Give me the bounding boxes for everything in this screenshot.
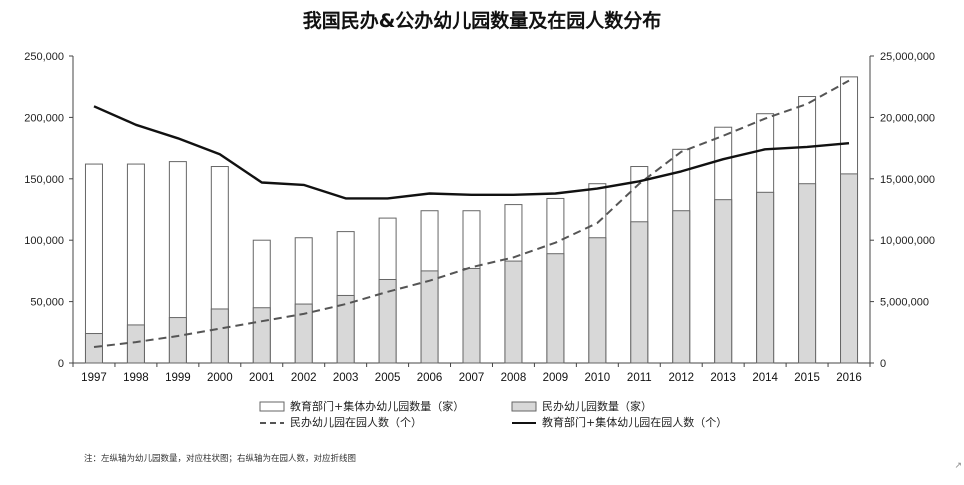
legend: 教育部门+集体办幼儿园数量（家） 民办幼儿园数量（家） 民办幼儿园在园人数（个） 教育…	[259, 399, 727, 429]
lines-layer	[93, 79, 850, 348]
legend-label: 教育部门+集体办幼儿园数量（家）	[290, 399, 464, 413]
x-tick-label: 2014	[752, 372, 778, 384]
private-kindergarten-bar	[336, 294, 355, 364]
left-tick-label: 250,000	[24, 51, 64, 63]
private-kindergarten-bar	[294, 303, 313, 364]
x-tick-label: 2013	[710, 372, 736, 384]
private-kindergarten-bar	[420, 270, 439, 364]
x-tick-label: 1998	[123, 372, 149, 384]
private-kindergarten-bar	[714, 199, 733, 364]
x-tick-label: 2001	[249, 372, 275, 384]
right-tick-label: 15,000,000	[880, 174, 935, 186]
x-tick-label: 2011	[627, 372, 652, 384]
public-enrollment-line	[93, 105, 850, 200]
right-tick-label: 25,000,000	[880, 51, 935, 63]
x-tick-label: 2003	[333, 372, 359, 384]
private-kindergarten-bar	[84, 333, 103, 364]
private-kindergarten-bar	[756, 191, 775, 364]
x-tick-label: 2010	[585, 372, 611, 384]
left-tick-label: 200,000	[24, 112, 64, 124]
private-kindergarten-bar	[378, 278, 397, 364]
private-kindergarten-bar	[504, 260, 523, 364]
x-tick-label: 2005	[375, 372, 401, 384]
left-tick-label: 150,000	[24, 174, 64, 186]
x-tick-label: 1999	[165, 372, 191, 384]
private-kindergarten-bar	[672, 210, 691, 364]
private-kindergarten-bar	[252, 307, 271, 364]
tick-labels-layer: 0 50,000 100,000 150,000 200,000 250,000 0 5,00…	[24, 51, 935, 384]
x-tick-label: 2015	[794, 372, 820, 384]
right-tick-label: 20,000,000	[880, 112, 935, 124]
x-tick-label: 2016	[836, 372, 862, 384]
x-tick-label: 2000	[207, 372, 233, 384]
legend-swatch	[511, 401, 537, 412]
left-tick-label: 0	[58, 358, 64, 370]
right-tick-label: 5,000,000	[880, 297, 929, 309]
private-kindergarten-bar	[588, 237, 607, 364]
legend-label: 民办幼儿园数量（家）	[542, 399, 652, 413]
left-tick-label: 100,000	[24, 235, 64, 247]
x-tick-label: 2007	[459, 372, 485, 384]
private-kindergarten-bar	[798, 183, 817, 364]
x-tick-label: 2008	[501, 372, 527, 384]
x-tick-label: 2006	[417, 372, 443, 384]
x-tick-label: 2002	[291, 372, 317, 384]
x-tick-label: 2009	[543, 372, 569, 384]
private-kindergarten-bar	[840, 173, 859, 364]
x-tick-label: 1997	[81, 372, 107, 384]
footnote: 注：左纵轴为幼儿园数量，对应柱状图；右纵轴为在园人数，对应折线图	[84, 454, 357, 464]
legend-swatch	[259, 401, 285, 412]
legend-label: 教育部门+集体幼儿园在园人数（个）	[542, 415, 727, 429]
bars-layer	[84, 76, 859, 364]
private-kindergarten-bar	[126, 324, 145, 364]
private-kindergarten-bar	[168, 317, 187, 364]
right-tick-label: 10,000,000	[880, 235, 935, 247]
left-tick-label: 50,000	[30, 297, 64, 309]
chart-title: 我国民办&公办幼儿园数量及在园人数分布	[302, 10, 662, 32]
private-kindergarten-bar	[462, 267, 481, 364]
private-kindergarten-bar	[210, 308, 229, 364]
private-kindergarten-bar	[546, 253, 565, 364]
x-tick-label: 2012	[668, 372, 694, 384]
right-tick-label: 0	[880, 358, 886, 370]
corner-mark: ↗	[954, 461, 962, 471]
private-kindergarten-bar	[630, 221, 649, 364]
legend-label: 民办幼儿园在园人数（个）	[290, 416, 422, 429]
